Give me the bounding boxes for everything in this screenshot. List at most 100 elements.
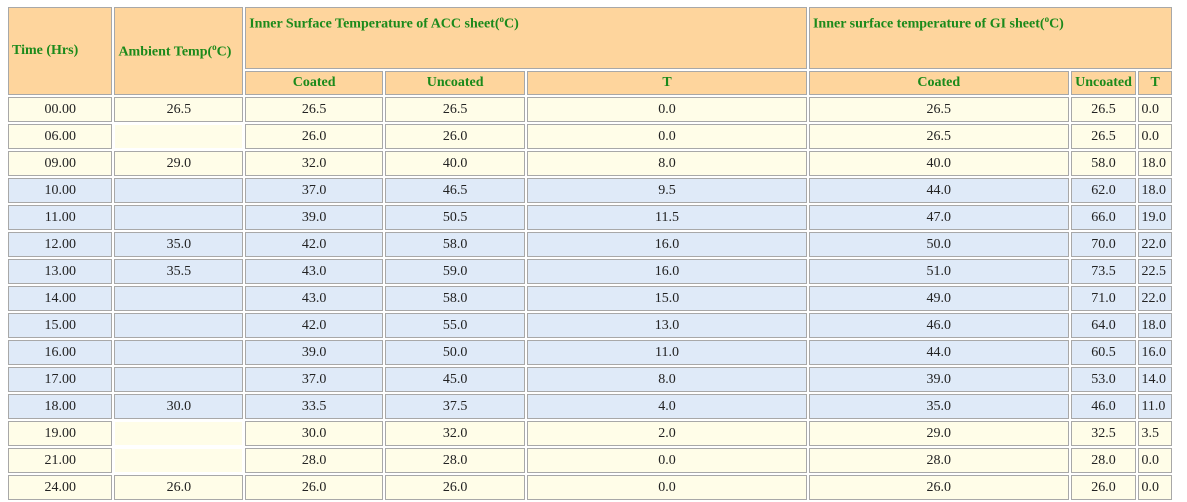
table-cell: 45.0 xyxy=(385,367,526,392)
table-cell: 19.00 xyxy=(8,421,113,446)
table-cell: 0.0 xyxy=(527,448,807,473)
table-cell: 26.5 xyxy=(808,97,1069,122)
table-cell: 73.5 xyxy=(1070,259,1137,284)
table-row: 21.00 28.0 28.0 0.0 28.0 28.0 0.0 xyxy=(8,448,1172,473)
subheader-cell: Coated xyxy=(808,71,1069,95)
table-cell: 18.0 xyxy=(1138,313,1172,338)
table-cell: 50.0 xyxy=(808,232,1069,257)
table-cell: 58.0 xyxy=(385,232,526,257)
header-text: Ambient Temp( xyxy=(118,44,213,60)
table-cell: 42.0 xyxy=(245,313,384,338)
empty-cell xyxy=(114,205,244,230)
table-cell: 26.0 xyxy=(385,475,526,500)
table-cell: 64.0 xyxy=(1070,313,1137,338)
table-cell: 70.0 xyxy=(1070,232,1137,257)
empty-cell xyxy=(114,367,244,392)
table-cell: 26.5 xyxy=(385,97,526,122)
table-cell: 46.5 xyxy=(385,178,526,203)
table-cell: 11.5 xyxy=(527,205,807,230)
table-cell: 62.0 xyxy=(1070,178,1137,203)
table-row: 09.00 29.0 32.0 40.0 8.0 40.0 58.0 18.0 xyxy=(8,151,1172,176)
table-cell: 44.0 xyxy=(808,340,1069,365)
table-cell: 32.0 xyxy=(245,151,384,176)
table-cell: 13.00 xyxy=(8,259,113,284)
table-row: 10.00 37.0 46.5 9.5 44.0 62.0 18.0 xyxy=(8,178,1172,203)
table-cell: 17.00 xyxy=(8,367,113,392)
table-cell: 26.5 xyxy=(808,124,1069,149)
table-cell: 32.5 xyxy=(1070,421,1137,446)
table-cell: 28.0 xyxy=(1070,448,1137,473)
table-body: 00.00 26.5 26.5 26.5 0.0 26.5 26.5 0.0 06.00 26.0… xyxy=(8,97,1172,500)
header-text: Inner Surface Temperature of ACC sheet( xyxy=(249,16,500,32)
table-cell: 26.0 xyxy=(114,475,244,500)
table-cell: 60.5 xyxy=(1070,340,1137,365)
table-row: 11.00 39.0 50.5 11.5 47.0 66.0 19.0 xyxy=(8,205,1172,230)
header-sup: o xyxy=(1044,14,1050,24)
table-cell: 26.5 xyxy=(114,97,244,122)
header-text: Inner surface temperature of GI sheet( xyxy=(812,16,1045,32)
header-cell: Inner surface temperature of GI sheet(oC… xyxy=(808,7,1172,69)
table-cell: 26.0 xyxy=(245,124,384,149)
table-cell: 58.0 xyxy=(1070,151,1137,176)
table-cell: 16.00 xyxy=(8,340,113,365)
table-cell: 0.0 xyxy=(1138,97,1172,122)
table-cell: 35.0 xyxy=(114,232,244,257)
table-row: 13.00 35.5 43.0 59.0 16.0 51.0 73.5 22.5 xyxy=(8,259,1172,284)
table-cell: 0.0 xyxy=(527,97,807,122)
table-cell: 32.0 xyxy=(385,421,526,446)
table-cell: 0.0 xyxy=(1138,475,1172,500)
table-cell: 39.0 xyxy=(245,340,384,365)
table-cell: 28.0 xyxy=(808,448,1069,473)
table-cell: 46.0 xyxy=(1070,394,1137,419)
table-cell: 11.0 xyxy=(1138,394,1172,419)
table-row: 17.00 37.0 45.0 8.0 39.0 53.0 14.0 xyxy=(8,367,1172,392)
table-cell: 3.5 xyxy=(1138,421,1172,446)
table-cell: 12.00 xyxy=(8,232,113,257)
table-row: 06.00 26.0 26.0 0.0 26.5 26.5 0.0 xyxy=(8,124,1172,149)
table-cell: 14.0 xyxy=(1138,367,1172,392)
empty-cell xyxy=(114,124,244,149)
table-cell: 9.5 xyxy=(527,178,807,203)
table-cell: 28.0 xyxy=(385,448,526,473)
table-header: Time (Hrs) Ambient Temp(oC) Inner Surfac… xyxy=(8,7,1172,95)
table-cell: 39.0 xyxy=(808,367,1069,392)
table-cell: 16.0 xyxy=(1138,340,1172,365)
table-cell: 06.00 xyxy=(8,124,113,149)
table-cell: 30.0 xyxy=(245,421,384,446)
table-cell: 21.00 xyxy=(8,448,113,473)
table-cell: 35.0 xyxy=(808,394,1069,419)
table-cell: 18.00 xyxy=(8,394,113,419)
table-cell: 16.0 xyxy=(527,232,807,257)
table-cell: 26.0 xyxy=(808,475,1069,500)
table-cell: 43.0 xyxy=(245,286,384,311)
empty-cell xyxy=(114,286,244,311)
table-cell: 09.00 xyxy=(8,151,113,176)
table-cell: 22.5 xyxy=(1138,259,1172,284)
table-cell: 43.0 xyxy=(245,259,384,284)
subheader-cell: T xyxy=(1138,71,1172,95)
table-cell: 42.0 xyxy=(245,232,384,257)
subheader-cell: Coated xyxy=(245,71,384,95)
table-row: 00.00 26.5 26.5 26.5 0.0 26.5 26.5 0.0 xyxy=(8,97,1172,122)
table-cell: 0.0 xyxy=(1138,448,1172,473)
table-cell: 39.0 xyxy=(245,205,384,230)
table-row: 16.00 39.0 50.0 11.0 44.0 60.5 16.0 xyxy=(8,340,1172,365)
header-sup: o xyxy=(499,14,505,24)
table-row: 19.00 30.0 32.0 2.0 29.0 32.5 3.5 xyxy=(8,421,1172,446)
table-cell: 26.5 xyxy=(1070,97,1137,122)
table-cell: 15.0 xyxy=(527,286,807,311)
table-cell: 50.5 xyxy=(385,205,526,230)
header-text: C) xyxy=(1049,16,1064,32)
table-cell: 18.0 xyxy=(1138,151,1172,176)
table-cell: 22.0 xyxy=(1138,286,1172,311)
empty-cell xyxy=(114,178,244,203)
table-cell: 46.0 xyxy=(808,313,1069,338)
table-cell: 8.0 xyxy=(527,367,807,392)
table-cell: 50.0 xyxy=(385,340,526,365)
subheader-cell: Uncoated xyxy=(1070,71,1137,95)
table-cell: 15.00 xyxy=(8,313,113,338)
table-cell: 59.0 xyxy=(385,259,526,284)
header-text: C) xyxy=(216,44,232,60)
table-cell: 37.0 xyxy=(245,367,384,392)
table-cell: 49.0 xyxy=(808,286,1069,311)
